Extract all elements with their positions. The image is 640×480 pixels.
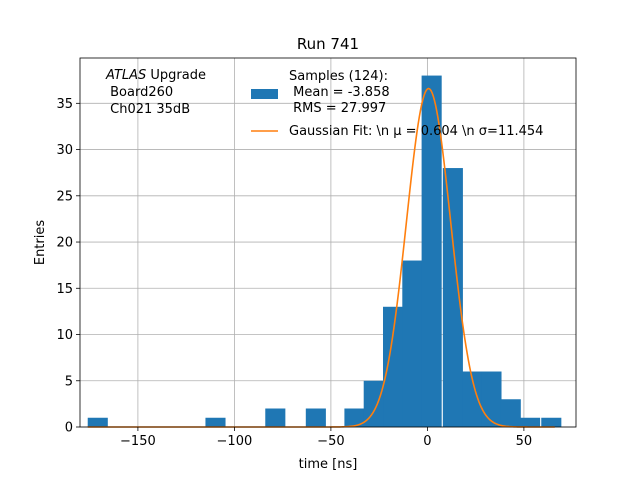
axes-frame — [79, 57, 577, 428]
histogram-bar-6 — [383, 306, 404, 427]
histogram-bar-13 — [520, 417, 541, 427]
histogram-bar-2 — [265, 408, 286, 427]
y-axis-label: Entries — [33, 220, 48, 266]
upgrade-text: Upgrade — [146, 68, 206, 83]
x-tick-label-0: −150 — [120, 434, 156, 449]
histogram-bar-3 — [305, 408, 326, 427]
y-tick-label-4: 20 — [56, 236, 73, 251]
atlas-text: ATLAS — [105, 68, 146, 83]
legend-samples-line-3: RMS = 27.997 — [289, 101, 386, 116]
histogram-bar-10 — [462, 371, 483, 427]
x-tick-label-4: 50 — [516, 434, 533, 449]
histogram-bar-8 — [421, 75, 442, 428]
annotation-line-2: Board260 — [106, 85, 173, 100]
histogram-bar-12 — [500, 399, 521, 427]
legend-swatch-samples — [251, 89, 278, 99]
y-tick-label-0: 0 — [65, 421, 73, 436]
histogram-bar-11 — [481, 371, 502, 427]
legend-samples-line-2: Mean = -3.858 — [289, 85, 390, 100]
chart-title: Run 741 — [297, 35, 359, 53]
y-tick-label-3: 15 — [56, 282, 73, 297]
histogram-bar-1 — [205, 417, 226, 427]
legend-fit-label: Gaussian Fit: \n μ = 0.604 \n σ=11.454 — [289, 124, 543, 139]
x-tick-label-3: 0 — [423, 434, 431, 449]
histogram-bar-0 — [87, 417, 108, 427]
annotation-line-1: ATLAS Upgrade — [105, 68, 206, 83]
histogram-bar-9 — [442, 168, 463, 428]
x-tick-label-2: −50 — [317, 434, 344, 449]
y-tick-label-2: 10 — [56, 328, 73, 343]
histogram-bar-5 — [363, 380, 384, 427]
y-tick-label-1: 5 — [65, 374, 73, 389]
plot-area — [80, 58, 576, 427]
histogram-bars — [87, 75, 562, 428]
x-tick-label-1: −100 — [217, 434, 253, 449]
annotation-line-3: Ch021 35dB — [106, 102, 190, 117]
x-axis-label: time [ns] — [299, 457, 358, 472]
legend-samples-line-1: Samples (124): — [289, 69, 388, 84]
legend: Samples (124): Mean = -3.858 RMS = 27.99… — [251, 69, 543, 139]
y-tick-label-5: 25 — [56, 189, 73, 204]
histogram-bar-14 — [541, 417, 562, 427]
histogram-bar-4 — [344, 408, 365, 427]
histogram-bar-7 — [402, 260, 423, 427]
y-tick-label-7: 35 — [56, 97, 73, 112]
x-axis-ticks: −150 −100 −50 0 50 — [120, 427, 532, 449]
y-tick-label-6: 30 — [56, 143, 73, 158]
y-axis-ticks: 0 5 10 15 20 25 30 35 — [56, 97, 80, 436]
